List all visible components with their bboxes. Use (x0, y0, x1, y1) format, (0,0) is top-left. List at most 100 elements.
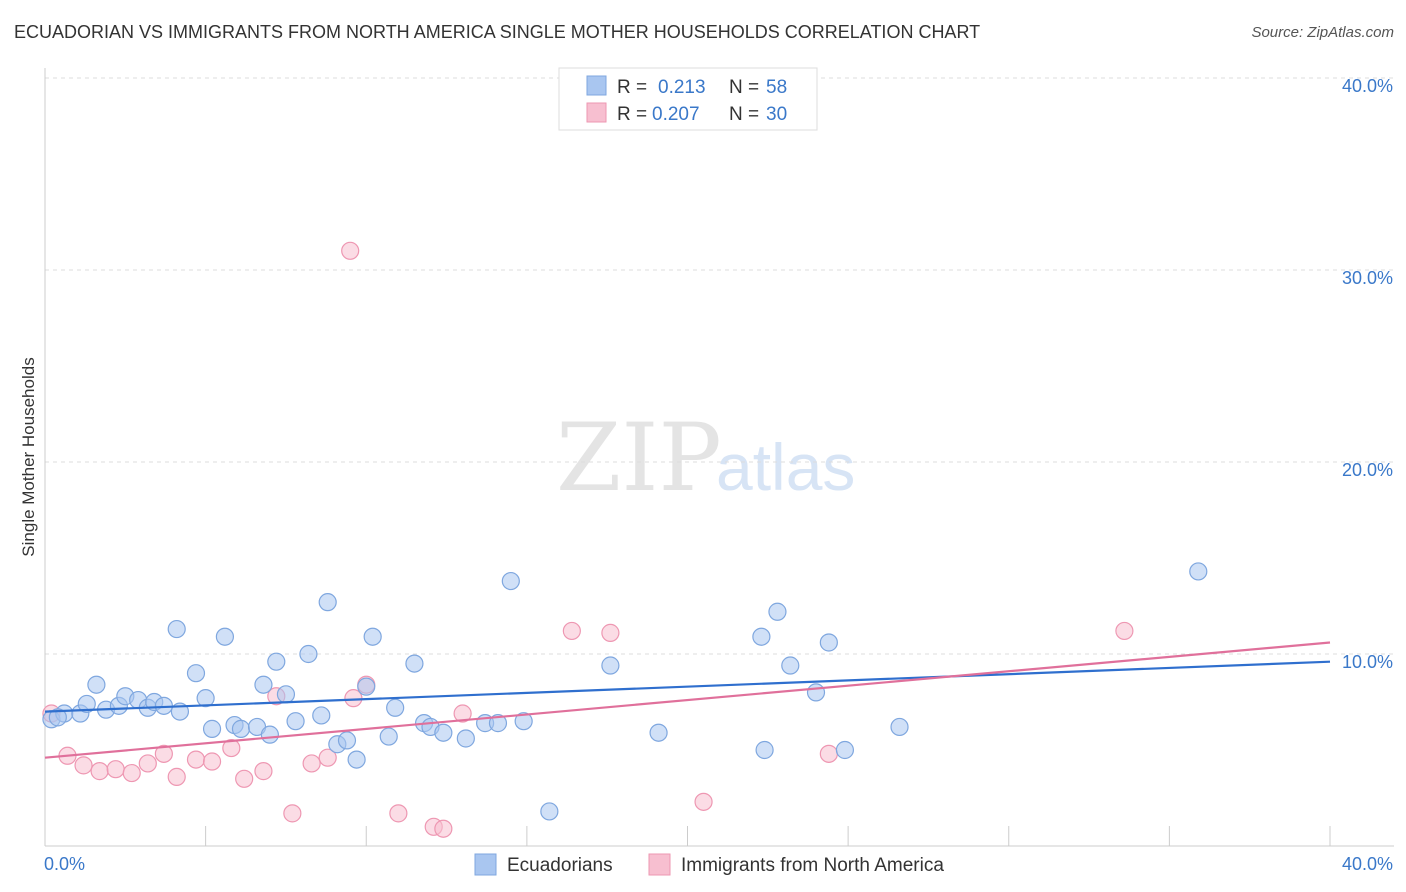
bottom-legend-label-north-america: Immigrants from North America (681, 855, 944, 876)
y-tick-label-30: 30.0% (1342, 268, 1393, 288)
series-ecuadorians-points (42, 562, 1208, 821)
y-tick-label-20: 20.0% (1342, 460, 1393, 480)
bottom-legend-label-ecuadorians: Ecuadorians (507, 855, 613, 876)
ecuadorians-point-19 (231, 719, 251, 738)
north-america-point-24 (453, 704, 472, 723)
watermark-atlas: atlas (716, 430, 855, 504)
ecuadorians-point-4 (87, 675, 106, 694)
ecuadorians-point-33 (363, 627, 382, 646)
north-america-point-11 (222, 738, 241, 758)
ecuadorians-point-54 (835, 740, 855, 760)
north-america-point-21 (389, 804, 408, 823)
ecuadorians-point-30 (337, 731, 357, 750)
legend-swatch-ecuadorians (586, 75, 607, 96)
ecuadorians-point-32 (357, 677, 376, 696)
x-tick-label-max: 40.0% (1342, 854, 1393, 874)
north-america-point-13 (254, 762, 273, 781)
ecuadorians-point-52 (806, 683, 826, 702)
ecuadorians-point-14 (186, 664, 206, 683)
ecuadorians-point-25 (286, 712, 305, 731)
north-america-point-26 (601, 623, 620, 642)
legend-n-label-2: N = (729, 104, 759, 125)
y-tick-label-40: 40.0% (1342, 76, 1393, 96)
legend-n-value-1: 58 (766, 77, 787, 98)
north-america-point-8 (167, 767, 186, 786)
north-america-point-4 (106, 760, 125, 779)
bottom-legend-swatch-north-america (648, 853, 671, 876)
ecuadorians-point-35 (386, 698, 405, 717)
north-america-point-2 (74, 756, 93, 775)
ecuadorians-point-15 (196, 689, 215, 708)
north-america-point-3 (90, 762, 109, 781)
bottom-legend-swatch-ecuadorians (474, 853, 497, 876)
legend-r-label-1: R = (617, 77, 647, 98)
ecuadorians-point-36 (405, 654, 424, 673)
north-america-point-15 (283, 804, 302, 823)
ecuadorians-point-24 (276, 685, 296, 704)
x-tick-marks (205, 826, 1331, 846)
legend-r-label-2: R = (617, 104, 647, 125)
x-tick-label-min: 0.0% (44, 854, 85, 874)
trend-line-ecuadorians (44, 660, 1331, 713)
legend-r-value-1: 0.213 (658, 77, 706, 98)
legend-n-value-2: 30 (766, 104, 787, 125)
y-tick-labels: 10.0% 20.0% 30.0% 40.0% (1342, 76, 1393, 672)
trend-lines (44, 641, 1331, 759)
ecuadorians-point-27 (312, 706, 331, 725)
north-america-point-28 (819, 744, 838, 763)
ecuadorians-point-17 (215, 627, 234, 646)
y-tick-label-10: 10.0% (1342, 652, 1393, 672)
north-america-point-17 (318, 748, 337, 767)
north-america-point-10 (202, 752, 222, 771)
ecuadorians-point-56 (1189, 562, 1208, 581)
ecuadorians-point-23 (267, 652, 286, 671)
series-north-america-points (42, 241, 1134, 838)
north-america-point-27 (694, 792, 713, 811)
ecuadorians-point-46 (601, 656, 620, 675)
ecuadorians-point-26 (299, 644, 318, 664)
legend-r-value-2: 0.207 (652, 104, 700, 125)
watermark-zip: ZIP (556, 404, 722, 513)
chart-title: ECUADORIAN VS IMMIGRANTS FROM NORTH AMER… (14, 22, 981, 42)
ecuadorians-point-53 (819, 633, 838, 652)
north-america-point-5 (122, 763, 141, 783)
ecuadorians-point-45 (540, 802, 559, 821)
north-america-point-12 (235, 769, 254, 788)
ecuadorians-point-12 (167, 619, 186, 639)
watermark: ZIP atlas (556, 404, 855, 513)
correlation-legend: R = 0.213 N = 58 R = 0.207 N = 30 (558, 67, 818, 131)
north-america-point-6 (138, 754, 157, 773)
ecuadorians-point-42 (488, 714, 508, 733)
series-legend: Ecuadorians Immigrants from North Americ… (474, 853, 944, 876)
ecuadorians-point-39 (434, 723, 453, 742)
ecuadorians-point-43 (501, 571, 520, 591)
ecuadorians-point-31 (347, 750, 366, 769)
ecuadorians-point-28 (318, 593, 337, 612)
ecuadorians-point-22 (260, 725, 279, 744)
ecuadorians-point-34 (379, 727, 398, 746)
ecuadorians-point-55 (890, 717, 909, 737)
north-america-point-16 (302, 754, 321, 773)
north-america-point-23 (434, 819, 453, 838)
ecuadorians-point-49 (755, 740, 774, 760)
ecuadorians-point-47 (649, 723, 668, 742)
north-america-point-18 (341, 241, 360, 260)
ecuadorians-point-51 (781, 656, 800, 675)
ecuadorians-point-16 (202, 719, 222, 738)
north-america-point-9 (186, 750, 206, 769)
ecuadorians-point-3 (77, 694, 96, 714)
ecuadorians-point-40 (456, 729, 475, 748)
north-america-point-7 (154, 744, 173, 763)
ecuadorians-point-44 (514, 712, 533, 731)
y-axis-label: Single Mother Households (19, 357, 38, 556)
north-america-point-25 (562, 621, 581, 641)
north-america-point-29 (1115, 621, 1134, 641)
legend-n-label-1: N = (729, 77, 759, 98)
ecuadorians-point-50 (768, 602, 787, 621)
legend-swatch-north-america (586, 102, 607, 123)
trend-line-north-america (44, 641, 1331, 759)
ecuadorians-point-48 (752, 627, 771, 646)
north-america-point-19 (344, 689, 363, 708)
ecuadorians-point-57 (48, 708, 67, 727)
